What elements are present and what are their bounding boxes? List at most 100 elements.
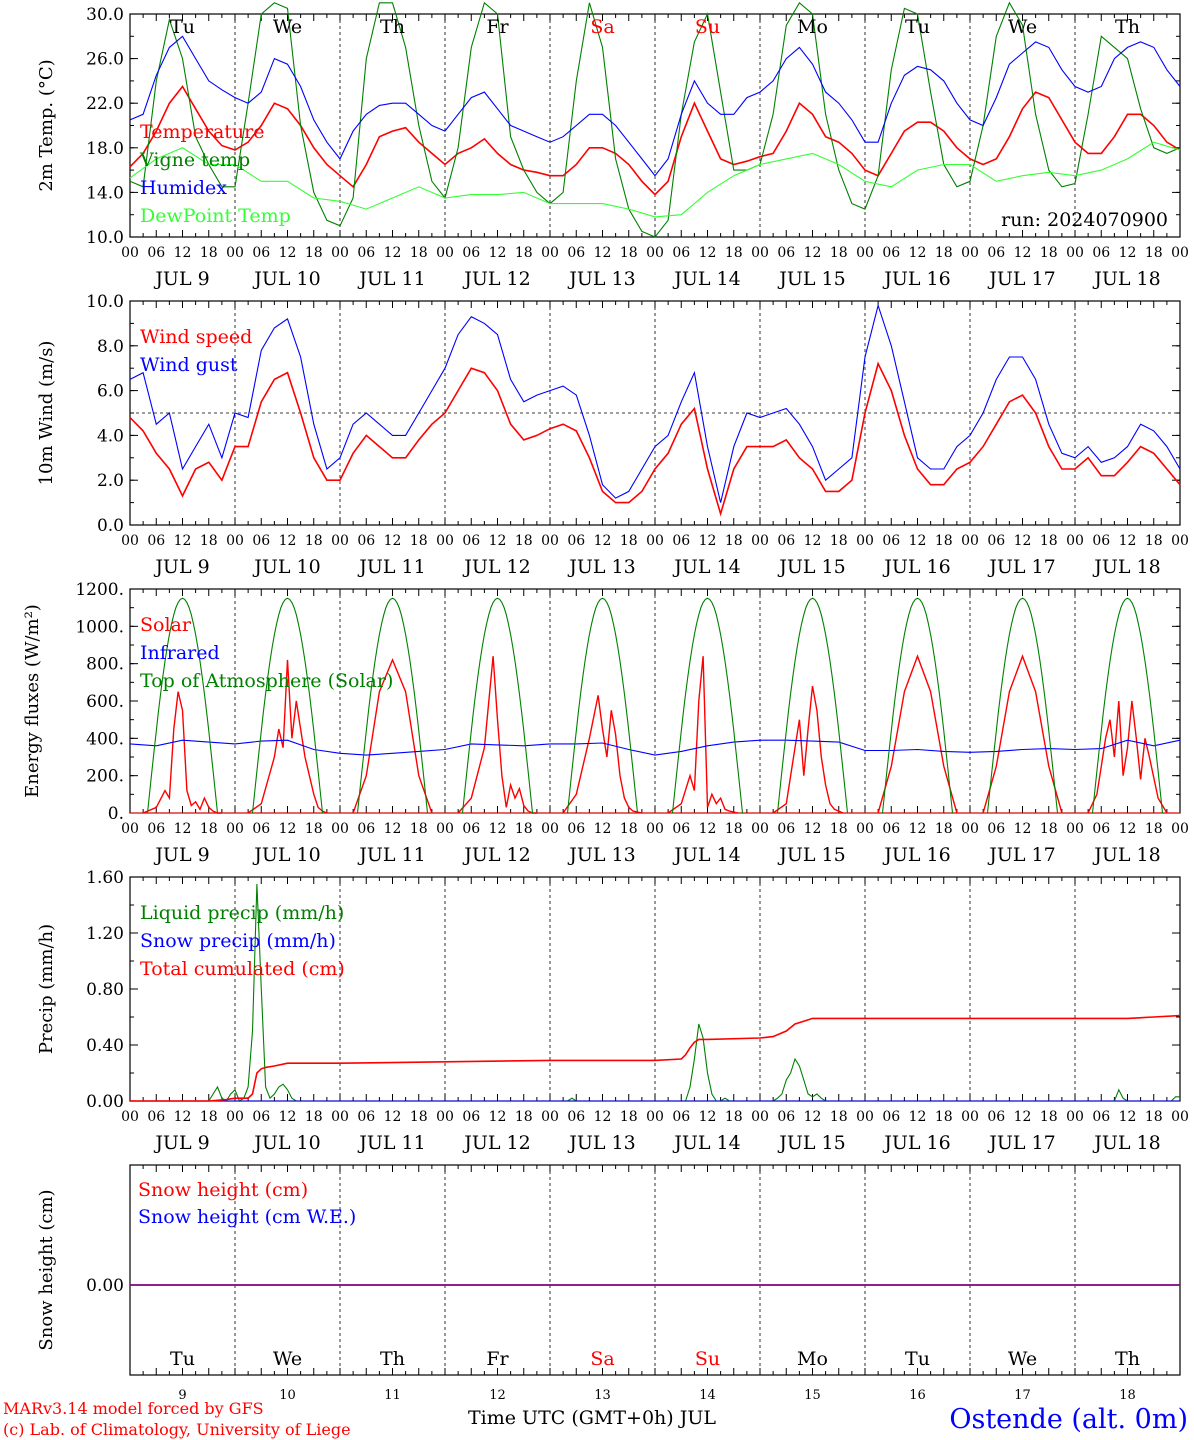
y-tick-label: 800. [86, 655, 124, 675]
hour-tick-label: 00 [121, 1109, 139, 1125]
date-label: JUL 10 [252, 268, 320, 290]
bottom-day-number: 15 [804, 1388, 821, 1403]
day-of-week-label: We [273, 16, 302, 38]
date-label: JUL 18 [1092, 1132, 1160, 1154]
day-of-week-label: Sa [590, 16, 614, 38]
bottom-day-label: Th [380, 1348, 405, 1370]
dewpoint-temp-line [129, 141, 1181, 218]
y-tick-label: 1200. [75, 580, 124, 600]
bottom-day-label: Mo [797, 1348, 828, 1370]
date-label: JUL 16 [882, 268, 950, 290]
y-axis-title: 2m Temp. (°C) [36, 59, 57, 191]
date-label: JUL 9 [153, 268, 209, 290]
hour-tick-label: 18 [725, 533, 743, 549]
hour-tick-label: 12 [279, 821, 297, 837]
date-label: JUL 11 [357, 844, 425, 866]
legend-temperature: Temperature [140, 121, 264, 143]
hour-tick-label: 18 [1145, 821, 1163, 837]
hour-tick-label: 06 [252, 821, 270, 837]
y-axis-title: Energy fluxes (W/m²) [22, 604, 43, 798]
hour-tick-label: 12 [1119, 245, 1137, 261]
solar-line [142, 691, 222, 814]
hour-tick-label: 06 [567, 821, 585, 837]
date-label: JUL 16 [882, 1132, 950, 1154]
hour-tick-label: 06 [1092, 821, 1110, 837]
hour-tick-label: 00 [331, 533, 349, 549]
date-label: JUL 9 [153, 844, 209, 866]
date-label: JUL 15 [777, 268, 845, 290]
legend-total-cumulated-cm-: Total cumulated (cm) [140, 958, 345, 980]
hour-tick-label: 18 [410, 1109, 428, 1125]
hour-tick-label: 00 [856, 245, 874, 261]
hour-tick-label: 00 [856, 1109, 874, 1125]
y-tick-label: 0. [108, 804, 124, 824]
hour-tick-label: 12 [699, 821, 717, 837]
snow-panel: 0.00 Snow height (cm) Snow height (cm) Snow… [36, 1164, 1181, 1403]
toa-solar-line [881, 597, 954, 814]
hour-tick-label: 06 [987, 1109, 1005, 1125]
hour-tick-label: 06 [147, 821, 165, 837]
hour-tick-label: 18 [830, 821, 848, 837]
date-label: JUL 11 [357, 556, 425, 578]
hour-tick-label: 06 [147, 533, 165, 549]
hour-tick-label: 12 [909, 1109, 927, 1125]
hour-tick-label: 12 [174, 533, 192, 549]
solar-line [457, 656, 537, 814]
total-cumulated-cm--line [130, 1014, 1181, 1102]
hour-tick-label: 00 [646, 533, 664, 549]
solar-line [667, 656, 739, 814]
hour-tick-label: 00 [436, 821, 454, 837]
hour-tick-label: 12 [699, 533, 717, 549]
hour-tick-label: 00 [436, 245, 454, 261]
y-tick-label: 1000. [75, 617, 124, 637]
y-axis-title: Precip (mm/h) [36, 924, 57, 1054]
date-label: JUL 12 [462, 844, 530, 866]
legend-liquid-precip-mm-h-: Liquid precip (mm/h) [140, 902, 344, 924]
hour-tick-label: 18 [1040, 821, 1058, 837]
hour-tick-label: 06 [882, 533, 900, 549]
hour-tick-label: 18 [305, 533, 323, 549]
date-label: JUL 12 [462, 268, 530, 290]
hour-tick-label: 00 [646, 821, 664, 837]
toa-solar-line [671, 597, 744, 814]
legend-snow-precip-mm-h-: Snow precip (mm/h) [140, 930, 336, 952]
day-of-week-label: We [1008, 16, 1037, 38]
y-tick-label: 26.0 [86, 50, 124, 70]
hour-tick-label: 00 [1066, 1109, 1084, 1125]
hour-tick-label: 12 [804, 245, 822, 261]
hour-tick-label: 00 [751, 1109, 769, 1125]
y-tick-label: 6.0 [97, 382, 124, 402]
toa-solar-line [356, 597, 429, 814]
hour-tick-label: 12 [174, 245, 192, 261]
hour-tick-label: 18 [200, 1109, 218, 1125]
bottom-day-label: We [273, 1348, 302, 1370]
hour-tick-label: 18 [935, 1109, 953, 1125]
date-label: JUL 15 [777, 556, 845, 578]
bottom-day-number: 12 [489, 1388, 506, 1403]
date-label: JUL 9 [153, 1132, 209, 1154]
hour-tick-label: 18 [200, 245, 218, 261]
hour-tick-label: 00 [961, 245, 979, 261]
hour-tick-label: 06 [357, 1109, 375, 1125]
solar-line [982, 654, 1063, 814]
hour-tick-label: 18 [410, 821, 428, 837]
hour-tick-label: 18 [620, 821, 638, 837]
hour-tick-label: 00 [541, 1109, 559, 1125]
hour-tick-label: 12 [699, 1109, 717, 1125]
date-label: JUL 18 [1092, 556, 1160, 578]
y-tick-label: 0.0 [97, 516, 124, 536]
hour-tick-label: 06 [567, 1109, 585, 1125]
y-tick-label: 200. [86, 767, 124, 787]
hour-tick-label: 00 [1066, 533, 1084, 549]
y-tick-label: 18.0 [86, 139, 124, 159]
hour-tick-label: 12 [1014, 533, 1032, 549]
y-tick-label: 14.0 [86, 183, 124, 203]
y-tick-label: 10.0 [86, 292, 124, 312]
hour-tick-label: 18 [305, 1109, 323, 1125]
date-label: JUL 16 [882, 844, 950, 866]
toa-solar-line [146, 597, 219, 814]
date-label: JUL 17 [987, 1132, 1055, 1154]
hour-tick-label: 06 [147, 245, 165, 261]
solar-line [247, 659, 328, 814]
hour-tick-label: 18 [305, 821, 323, 837]
